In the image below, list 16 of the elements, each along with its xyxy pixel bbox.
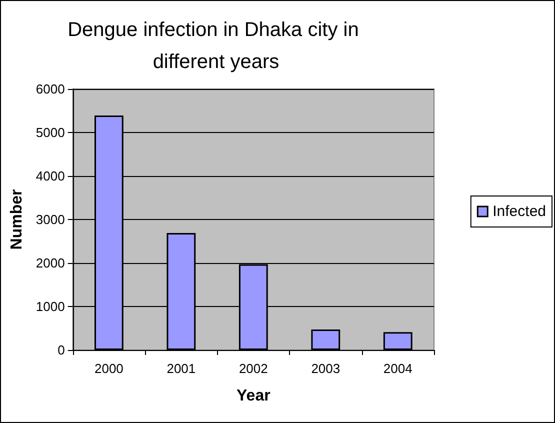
legend-label: Infected <box>492 203 546 220</box>
chart-title: Dengue infection in Dhaka city in different years <box>68 19 364 73</box>
x-tick-label: 2001 <box>166 361 196 376</box>
y-tick-label: 6000 <box>36 82 65 96</box>
y-tick-label: 5000 <box>36 125 65 140</box>
y-tick-label: 4000 <box>36 168 65 184</box>
x-tick-label: 2002 <box>238 361 268 376</box>
x-tick-label: 2003 <box>311 361 340 376</box>
x-axis-title: Year <box>236 388 270 404</box>
y-tick-label: 3000 <box>36 212 65 227</box>
y-tick-label: 1000 <box>36 299 65 314</box>
x-tick-label: 2000 <box>94 361 124 376</box>
y-tick-label: 0 <box>58 342 65 358</box>
x-tick-label: 2004 <box>383 361 412 376</box>
y-axis-title: Number <box>8 189 26 250</box>
y-tick-label: 2000 <box>36 256 65 270</box>
